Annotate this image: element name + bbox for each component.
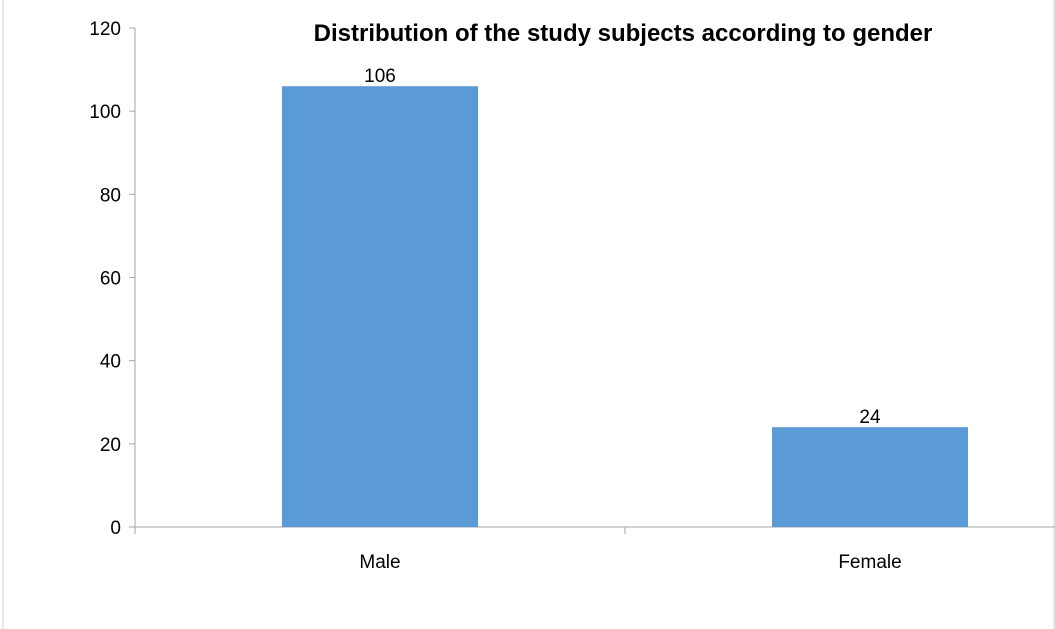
bar-female — [772, 427, 968, 527]
x-tick-label: Female — [838, 552, 901, 573]
y-tick-label: 20 — [100, 435, 121, 456]
y-tick-label: 60 — [100, 269, 121, 290]
plot-area: 0 20 40 60 80 100 120 106 Male 24 Female — [89, 19, 1055, 573]
y-tick-label: 120 — [89, 19, 121, 40]
y-tick-label: 80 — [100, 185, 121, 206]
x-tick-label: Male — [359, 552, 400, 573]
data-label: 106 — [364, 66, 396, 87]
y-tick-label: 0 — [110, 518, 121, 539]
y-tick-label: 40 — [100, 352, 121, 373]
y-tick-label: 100 — [89, 102, 121, 123]
bar-male — [282, 86, 478, 527]
chart-title: Distribution of the study subjects accor… — [314, 20, 933, 47]
data-label: 24 — [859, 407, 881, 428]
